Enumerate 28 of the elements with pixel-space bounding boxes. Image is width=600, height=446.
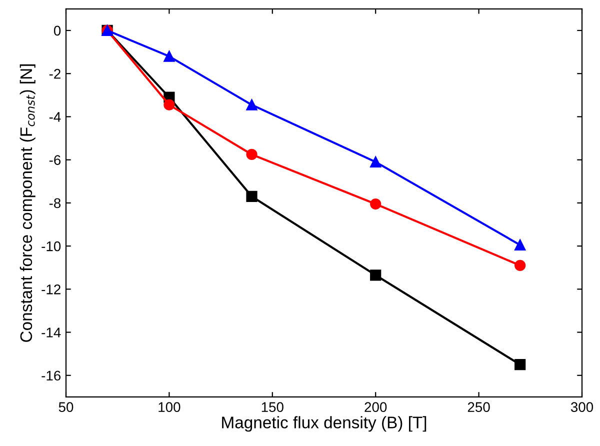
- point: [164, 50, 175, 62]
- point: [164, 99, 175, 110]
- point: [246, 148, 258, 160]
- x-tick-label: 150: [262, 402, 284, 412]
- point: [514, 239, 526, 251]
- x-tick-label: 100: [158, 402, 180, 412]
- y-tick-label: -10: [42, 241, 61, 252]
- y-tick-label: -2: [49, 68, 60, 79]
- y-tick-label: -16: [42, 370, 61, 381]
- point: [370, 156, 382, 168]
- x-tick-label: 50: [58, 402, 74, 412]
- point: [246, 99, 258, 110]
- point: [514, 359, 526, 370]
- y-tick-label: -12: [42, 284, 60, 294]
- x-tick-label: 300: [570, 402, 594, 412]
- x-tick-label: 200: [364, 402, 387, 412]
- point: [370, 198, 382, 210]
- x-tick-label: 250: [468, 402, 490, 412]
- y-tick-label: -14: [42, 328, 61, 338]
- y-tick-label: -6: [49, 155, 61, 165]
- y-tick-label: 0: [54, 26, 61, 36]
- y-axis-title: Constant force component (F$_{const}$) [N]: [20, 64, 36, 342]
- point: [246, 190, 258, 202]
- point: [370, 270, 382, 281]
- y-tick-label: -4: [49, 112, 61, 122]
- x-axis-title: Magnetic flux density (B) [T]: [222, 416, 426, 432]
- y-tick-label: -8: [49, 198, 61, 208]
- point: [514, 260, 526, 271]
